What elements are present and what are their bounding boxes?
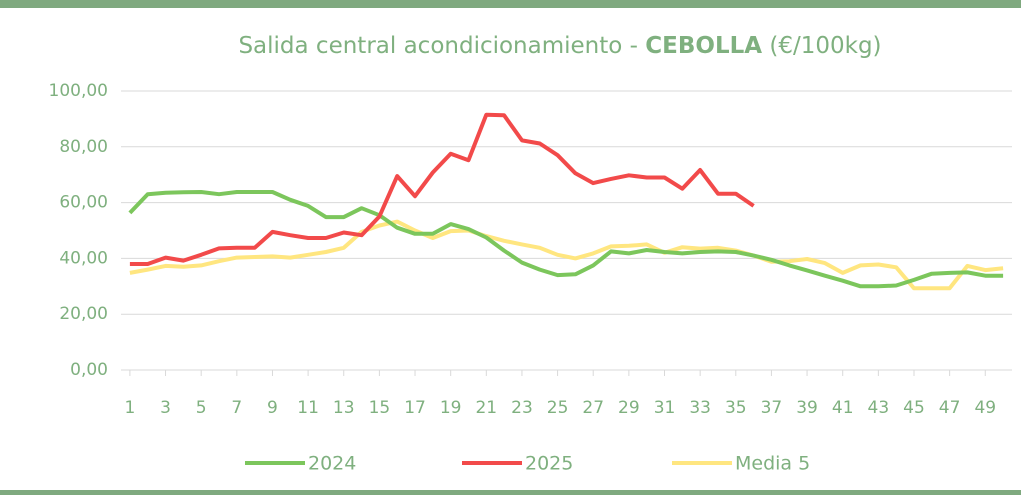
x-tick-label: 33 (689, 398, 711, 418)
x-tick-label: 1 (124, 398, 135, 418)
x-tick-label: 5 (196, 398, 207, 418)
x-tick-label: 7 (231, 398, 242, 418)
x-tick-label: 3 (160, 398, 171, 418)
title-part: Salida central acondicionamiento - (238, 33, 645, 59)
x-tick-label: 35 (725, 398, 747, 418)
y-tick-label: 40,00 (59, 248, 108, 268)
x-tick-label: 49 (974, 398, 996, 418)
line-series (129, 112, 755, 266)
legend-label: Media 5 (735, 453, 810, 475)
x-tick-label: 11 (297, 398, 319, 418)
x-tick-label: 15 (369, 398, 391, 418)
x-tick-label: 23 (511, 398, 533, 418)
x-tick-label: 47 (939, 398, 961, 418)
x-tick-label: 13 (333, 398, 355, 418)
y-tick-label: 80,00 (59, 137, 108, 157)
x-tick-label: 45 (903, 398, 925, 418)
y-tick-label: 100,00 (49, 81, 108, 101)
x-tick-label: 21 (475, 398, 497, 418)
title-part: CEBOLLA (645, 33, 762, 59)
x-tick-label: 41 (832, 398, 854, 418)
legend-label: 2025 (525, 453, 573, 475)
x-tick-label: 27 (582, 398, 604, 418)
x-tick-label: 39 (796, 398, 818, 418)
title-part: (€/100kg) (762, 33, 881, 59)
x-tick-label: 43 (868, 398, 890, 418)
x-tick-label: 25 (547, 398, 569, 418)
x-tick-label: 19 (440, 398, 462, 418)
y-tick-label: 60,00 (59, 193, 108, 213)
x-tick-label: 9 (267, 398, 278, 418)
x-tick-label: 17 (404, 398, 426, 418)
legend-label: 2024 (308, 453, 356, 475)
line-series (128, 190, 1004, 289)
x-tick-label: 31 (654, 398, 676, 418)
x-tick-label: 29 (618, 398, 640, 418)
y-tick-label: 0,00 (70, 360, 108, 380)
chart-title: Salida central acondicionamiento - CEBOL… (238, 33, 881, 59)
top-border (0, 0, 1021, 8)
y-tick-label: 20,00 (59, 304, 108, 324)
x-tick-label: 37 (761, 398, 783, 418)
line-series (129, 219, 1004, 291)
bottom-border (0, 490, 1021, 495)
